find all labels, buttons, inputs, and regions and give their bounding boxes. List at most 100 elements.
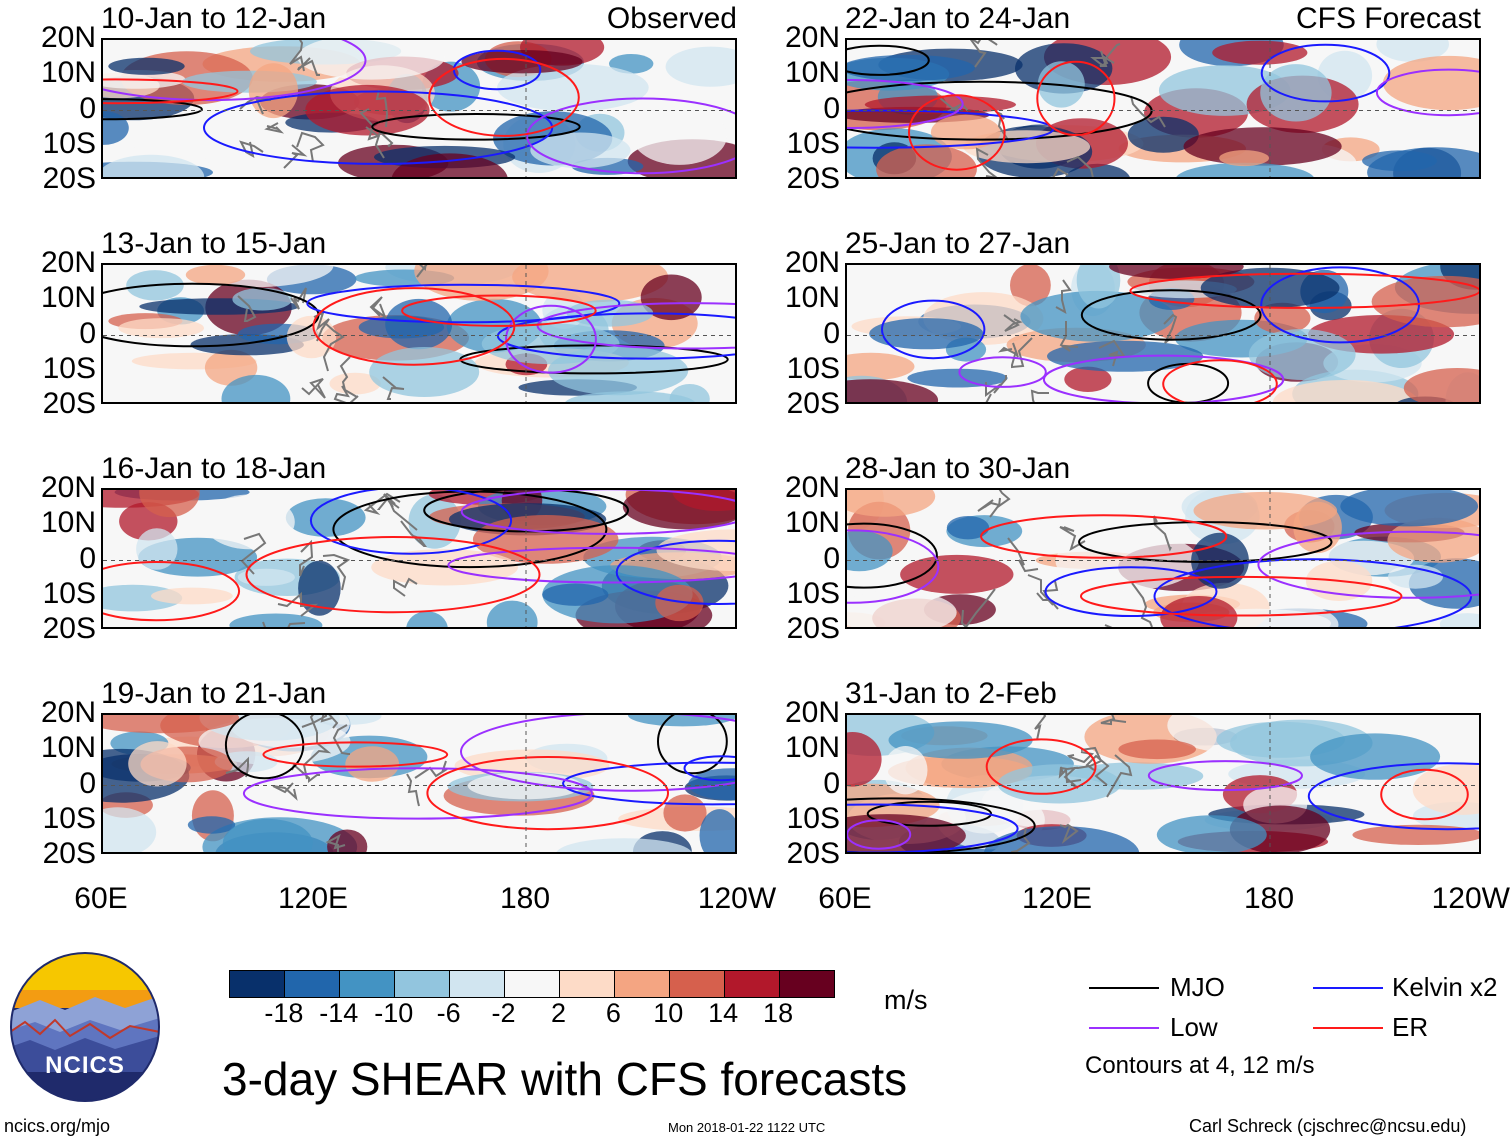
latitude-label: 10S <box>42 126 96 160</box>
shear-shading <box>665 46 735 87</box>
legend-line-er <box>1313 1027 1383 1029</box>
shear-shading <box>542 583 609 606</box>
latitude-label: 20N <box>784 246 840 279</box>
coastline <box>1059 526 1086 552</box>
shear-shading <box>847 732 882 787</box>
coastline <box>1034 715 1047 741</box>
coastline <box>289 40 305 72</box>
coastline <box>237 295 257 322</box>
shear-map-panel <box>101 713 737 854</box>
colorbar-swatch <box>725 971 780 997</box>
coastline <box>301 715 333 728</box>
shear-shading <box>136 528 178 570</box>
latitude-label: 20S <box>42 837 96 870</box>
shear-shading <box>139 490 200 518</box>
latitude-label: 20S <box>42 387 96 420</box>
legend-label-low: Low <box>1170 1012 1218 1042</box>
colorbar-swatch <box>395 971 450 997</box>
shear-shading <box>1272 380 1419 402</box>
legend-line-mjo <box>1089 987 1159 989</box>
shear-map-panel <box>845 263 1481 404</box>
coastline <box>369 296 388 320</box>
er-contour <box>401 294 597 327</box>
shear-shading <box>1371 275 1479 328</box>
footer-credit: Carl Schreck (cjschrec@ncsu.edu) <box>1189 1116 1467 1136</box>
shear-shading <box>1248 329 1356 380</box>
shear-shading <box>369 347 480 397</box>
ncics-logo: NCICS <box>10 952 160 1102</box>
shear-shading <box>1118 739 1196 760</box>
kelvin-contour <box>880 299 986 360</box>
latitude-label: 0 <box>79 766 96 800</box>
coastline <box>1011 337 1033 369</box>
colorbar-swatch <box>670 971 725 997</box>
shear-map-panel <box>845 38 1481 179</box>
panel-title: 13-Jan to 15-Jan <box>101 227 327 260</box>
mjo-contour <box>847 797 1036 852</box>
er-contour <box>1129 272 1479 309</box>
coastline <box>1090 43 1121 66</box>
shear-shading <box>391 153 508 177</box>
footer-url[interactable]: ncics.org/mjo <box>4 1116 111 1136</box>
shear-shading <box>1412 764 1479 815</box>
shear-shading <box>1212 40 1308 65</box>
er-contour <box>428 57 580 137</box>
shear-shading <box>984 826 1140 852</box>
latitude-label: 10N <box>40 731 96 765</box>
latitude-label: 10N <box>40 56 96 90</box>
longitude-label: 120E <box>277 882 349 915</box>
coastline <box>1007 537 1039 573</box>
shear-shading <box>888 721 1033 759</box>
colorbar-tick-label: -10 <box>374 998 414 1028</box>
shear-map-panel <box>845 488 1481 629</box>
er-contour <box>1162 359 1278 402</box>
mjo-contour <box>1147 362 1230 402</box>
low-contour <box>1147 760 1303 792</box>
shear-shading <box>1010 265 1051 307</box>
legend-line-low <box>1089 1027 1159 1029</box>
latitude-label: 0 <box>823 316 840 350</box>
kelvin-contour <box>1044 566 1218 617</box>
shear-shading <box>1439 613 1479 627</box>
kelvin-contour <box>1307 762 1479 831</box>
colorbar-swatch <box>780 971 834 997</box>
coastline <box>406 773 420 807</box>
shear-shading <box>1020 290 1175 342</box>
shear-shading <box>632 106 727 165</box>
low-contour <box>505 304 597 374</box>
latitude-label: 10S <box>786 801 840 835</box>
shear-shading <box>627 715 735 727</box>
shear-shading <box>345 746 400 782</box>
shear-shading <box>1160 596 1238 627</box>
coastline <box>960 588 996 627</box>
legend-line-kelvin <box>1313 987 1383 989</box>
coastline <box>416 265 428 278</box>
er-contour <box>103 561 241 622</box>
shear-shading <box>883 746 928 795</box>
shear-shading <box>847 54 975 82</box>
shear-shading <box>907 368 1008 388</box>
shear-shading <box>946 516 990 540</box>
low-contour <box>103 40 367 102</box>
latitude-label: 20S <box>786 612 840 645</box>
legend-label-er: ER <box>1392 1012 1429 1042</box>
latitude-label: 20S <box>42 162 96 195</box>
mjo-contour <box>847 44 930 76</box>
panel-tag: Observed <box>606 2 737 35</box>
coastline <box>1030 389 1049 402</box>
mjo-contour <box>332 490 608 569</box>
latitude-label: 20N <box>784 696 840 729</box>
latitude-label: 0 <box>823 766 840 800</box>
shear-shading <box>847 530 893 572</box>
kelvin-contour <box>1260 266 1421 344</box>
colorbar <box>229 970 835 998</box>
shear-shading <box>248 63 298 119</box>
coastline <box>1066 155 1094 177</box>
shear-shading <box>1260 64 1332 122</box>
shear-shading <box>128 741 187 787</box>
mjo-contour <box>847 522 938 589</box>
shear-shading <box>847 814 966 852</box>
shear-shading <box>414 265 549 301</box>
shear-shading <box>486 600 538 627</box>
latitude-label: 10S <box>42 801 96 835</box>
